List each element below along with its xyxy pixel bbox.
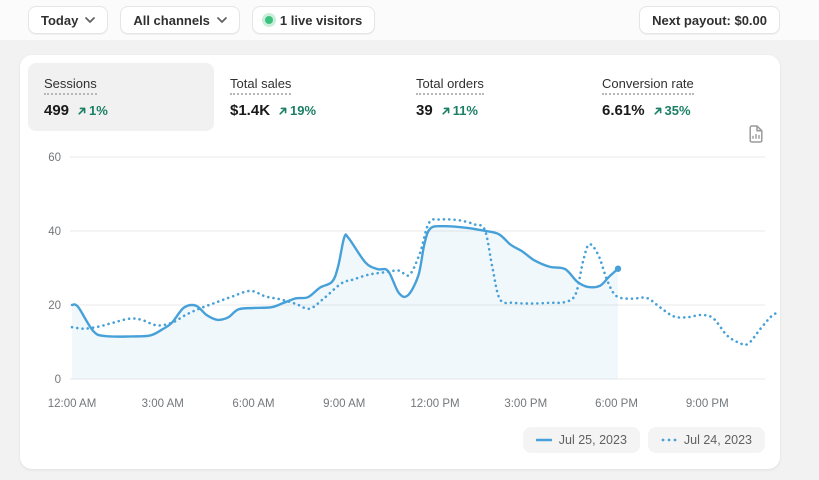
- analytics-card: Sessions 499 1% Total sales $1.4K 19%: [20, 55, 780, 469]
- metric-delta: 35%: [653, 103, 691, 118]
- live-visitors-label: 1 live visitors: [279, 12, 363, 28]
- filter-group: Today All channels 1 live visitors: [28, 6, 376, 34]
- solid-line-icon: [535, 438, 552, 442]
- chevron-down-icon: [217, 17, 227, 23]
- metric-value: 6.61%: [602, 102, 645, 119]
- svg-text:3:00 AM: 3:00 AM: [142, 398, 184, 410]
- increase-arrow-icon: [78, 107, 86, 115]
- metric-value: 499: [44, 102, 70, 119]
- date-range-label: Today: [41, 12, 79, 28]
- metric-label: Conversion rate: [602, 76, 694, 95]
- svg-text:6:00 AM: 6:00 AM: [232, 398, 274, 410]
- channel-label: All channels: [133, 12, 210, 28]
- svg-text:6:00 PM: 6:00 PM: [595, 398, 638, 410]
- svg-text:40: 40: [48, 226, 61, 238]
- date-range-dropdown[interactable]: Today: [28, 6, 109, 34]
- legend-item-jul-25[interactable]: Jul 25, 2023: [522, 427, 640, 453]
- chart-legend: Jul 25, 2023 Jul 24, 2023: [522, 427, 765, 453]
- increase-arrow-icon: [279, 107, 287, 115]
- svg-text:20: 20: [48, 300, 61, 312]
- metric-delta: 19%: [278, 103, 316, 118]
- metric-label: Total sales: [230, 76, 292, 95]
- channel-dropdown[interactable]: All channels: [120, 6, 240, 34]
- metric-label: Sessions: [44, 76, 97, 95]
- next-payout-label: Next payout: $0.00: [652, 12, 767, 28]
- increase-arrow-icon: [653, 107, 661, 115]
- metric-label: Total orders: [416, 76, 484, 95]
- dotted-line-icon: [661, 438, 677, 442]
- svg-text:9:00 PM: 9:00 PM: [686, 398, 729, 410]
- metric-value: $1.4K: [230, 102, 271, 119]
- svg-text:9:00 AM: 9:00 AM: [323, 398, 365, 410]
- chevron-down-icon: [85, 17, 96, 23]
- top-bar: Today All channels 1 live visitors Next …: [0, 0, 819, 40]
- next-payout-button[interactable]: Next payout: $0.00: [639, 6, 780, 34]
- view-report-icon[interactable]: [748, 125, 764, 149]
- sessions-line-chart[interactable]: 0 20 40 60 12:00 AM 3:00 AM 6:00 AM 9:00 AM 12:0…: [20, 145, 780, 425]
- live-dot-icon: [264, 16, 273, 24]
- metrics-row: Sessions 499 1% Total sales $1.4K 19%: [20, 55, 780, 139]
- legend-item-jul-24[interactable]: Jul 24, 2023: [647, 427, 765, 453]
- metric-delta: 11%: [441, 103, 478, 118]
- metric-delta: 1%: [77, 103, 108, 118]
- metric-conversion-rate[interactable]: Conversion rate 6.61% 35%: [586, 63, 772, 131]
- svg-text:60: 60: [48, 152, 61, 164]
- live-visitors-button[interactable]: 1 live visitors: [251, 6, 376, 34]
- svg-text:3:00 PM: 3:00 PM: [504, 398, 547, 410]
- svg-text:12:00 AM: 12:00 AM: [48, 398, 97, 410]
- svg-text:12:00 PM: 12:00 PM: [410, 398, 459, 410]
- legend-label: Jul 25, 2023: [558, 433, 627, 447]
- increase-arrow-icon: [442, 107, 450, 115]
- svg-text:0: 0: [55, 374, 61, 386]
- legend-label: Jul 24, 2023: [683, 433, 752, 447]
- metric-total-orders[interactable]: Total orders 39 11%: [400, 63, 586, 131]
- metric-total-sales[interactable]: Total sales $1.4K 19%: [214, 63, 400, 131]
- metric-sessions[interactable]: Sessions 499 1%: [28, 63, 214, 131]
- metric-value: 39: [416, 102, 433, 119]
